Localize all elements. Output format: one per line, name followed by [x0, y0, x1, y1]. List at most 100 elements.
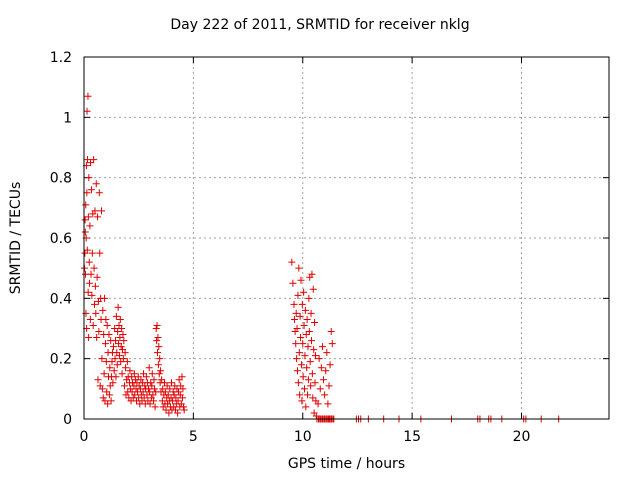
data-point	[111, 325, 119, 332]
data-point	[106, 364, 114, 372]
data-point	[296, 312, 304, 320]
data-point	[295, 264, 303, 272]
data-point	[107, 397, 115, 405]
data-point	[290, 300, 298, 308]
data-point	[305, 294, 313, 302]
data-point	[178, 373, 186, 381]
data-point	[180, 403, 188, 411]
data-point	[296, 391, 304, 399]
data-point	[130, 370, 138, 378]
grid-lines	[84, 57, 609, 419]
data-point	[311, 379, 319, 387]
data-point	[146, 400, 154, 408]
data-point	[120, 382, 128, 390]
data-point	[99, 306, 107, 314]
data-point	[86, 222, 94, 230]
data-point	[145, 364, 153, 372]
data-point	[87, 186, 95, 194]
data-point	[150, 385, 158, 393]
data-point	[179, 385, 187, 393]
x-tick-label: 20	[513, 429, 531, 445]
data-point	[178, 394, 186, 402]
data-point	[154, 349, 161, 357]
data-point	[114, 303, 122, 311]
data-point	[92, 309, 100, 317]
data-point	[85, 279, 93, 287]
data-point	[289, 279, 297, 287]
data-point	[326, 361, 334, 369]
data-point	[111, 355, 119, 363]
data-point	[116, 315, 124, 323]
data-point	[83, 246, 91, 254]
data-point	[87, 159, 95, 167]
data-point	[150, 397, 158, 405]
data-point	[294, 379, 302, 387]
data-point	[304, 376, 312, 384]
data-point	[174, 397, 182, 405]
data-point	[140, 370, 147, 378]
plot-frame	[83, 56, 610, 420]
x-tick-label: 0	[80, 429, 89, 445]
data-point	[94, 376, 102, 384]
data-point	[100, 370, 108, 378]
data-point	[84, 92, 92, 100]
y-axis-label: SRMTID / TECUs	[8, 181, 24, 295]
data-point	[305, 328, 313, 336]
data-point	[102, 315, 110, 323]
data-point	[299, 373, 307, 381]
data-point	[103, 321, 111, 329]
data-point	[308, 370, 316, 378]
data-point	[123, 358, 131, 366]
data-point	[84, 288, 92, 296]
data-point	[170, 391, 178, 399]
data-point	[301, 306, 309, 314]
data-point	[307, 309, 315, 317]
data-point	[152, 325, 160, 332]
data-point	[101, 340, 109, 348]
data-point	[297, 276, 305, 284]
data-point	[288, 258, 296, 266]
data-point	[300, 288, 308, 296]
data-point	[112, 373, 120, 381]
data-point	[155, 370, 163, 378]
data-point	[93, 273, 101, 281]
data-point	[95, 328, 103, 336]
data-point	[295, 349, 303, 357]
data-point	[316, 385, 324, 393]
data-point	[175, 376, 183, 384]
data-point	[117, 343, 125, 351]
data-point	[162, 406, 170, 414]
data-point	[154, 334, 162, 342]
data-point	[98, 355, 106, 363]
data-point	[92, 180, 100, 188]
data-point	[110, 367, 118, 375]
data-point	[91, 282, 99, 290]
data-point	[309, 285, 317, 293]
data-point	[96, 249, 104, 257]
data-point	[108, 358, 116, 366]
data-point	[140, 394, 148, 402]
data-point	[109, 379, 117, 387]
data-point	[151, 403, 159, 411]
data-point	[299, 340, 307, 348]
data-point	[302, 403, 310, 411]
data-point	[93, 334, 101, 342]
data-point	[110, 343, 118, 351]
data-point	[324, 400, 332, 408]
data-point	[303, 364, 311, 372]
data-point	[301, 352, 309, 360]
data-point	[309, 394, 317, 402]
data-point	[91, 300, 98, 308]
data-point	[298, 300, 306, 308]
data-point	[94, 213, 102, 221]
data-point	[164, 400, 172, 408]
data-point	[174, 409, 182, 417]
data-point	[90, 264, 98, 272]
data-point	[82, 201, 90, 209]
data-point	[81, 216, 89, 224]
data-point	[112, 337, 119, 345]
data-point	[115, 352, 123, 360]
axis-ticks: 0 5 10 15 20 0 0.2 0.4 0.6 0.8 1 1.2	[50, 50, 609, 445]
data-point	[98, 385, 106, 393]
data-point	[320, 376, 328, 384]
